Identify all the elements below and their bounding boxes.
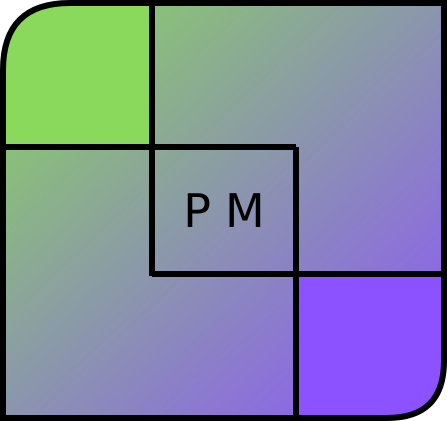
logo-grid-lines [3, 3, 444, 418]
logo-bottom-right-block [296, 276, 444, 418]
logo-top-left-block [3, 3, 152, 147]
logo-monogram-text: PM [183, 183, 279, 238]
